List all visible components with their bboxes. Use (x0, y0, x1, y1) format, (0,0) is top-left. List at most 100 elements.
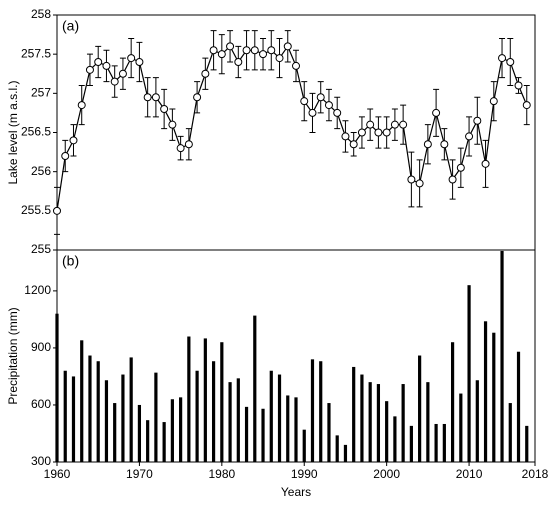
bar (277, 374, 282, 462)
bar (236, 378, 240, 462)
bar (385, 401, 389, 462)
bar (409, 425, 413, 462)
x-tick-label: 1970 (126, 467, 153, 481)
bar (500, 250, 504, 462)
data-point (432, 108, 441, 117)
data-point (316, 93, 325, 102)
y-axis-label: Lake level (m a.s.l.) (6, 80, 20, 184)
data-point (209, 46, 218, 55)
bar (483, 321, 488, 462)
bar (393, 416, 397, 462)
bar (302, 429, 306, 462)
bar (162, 422, 166, 462)
y-tick-label: 255.5 (21, 203, 51, 217)
data-point (267, 46, 276, 55)
data-point (118, 69, 127, 78)
data-point (448, 175, 457, 184)
data-point (151, 93, 160, 102)
data-point (242, 46, 251, 55)
data-point (498, 54, 507, 63)
data-point (308, 108, 317, 117)
y-tick-label: 257 (31, 86, 51, 100)
x-tick-label: 1990 (291, 467, 318, 481)
data-point (226, 42, 235, 51)
data-point (300, 97, 309, 106)
data-point (259, 50, 268, 59)
bar (327, 403, 331, 462)
bar (335, 435, 339, 462)
data-point (481, 159, 490, 168)
data-point (217, 50, 226, 59)
data-point (374, 128, 383, 137)
data-point (94, 58, 103, 66)
bar (426, 382, 430, 462)
y-tick-label: 257.5 (21, 46, 51, 60)
data-point (143, 93, 152, 102)
data-point (61, 152, 70, 160)
data-point (390, 120, 399, 129)
bar (146, 420, 150, 462)
bar (203, 338, 207, 462)
data-line (56, 45, 528, 211)
bar (228, 382, 232, 462)
data-point (234, 58, 243, 66)
data-point (110, 77, 119, 86)
data-point (341, 132, 350, 141)
data-point (399, 120, 408, 129)
data-point (275, 54, 284, 63)
data-point (333, 108, 342, 117)
data-point (382, 128, 391, 137)
bar (442, 423, 446, 462)
y-tick-label: 900 (31, 340, 51, 354)
data-point (77, 101, 86, 110)
data-point (85, 65, 94, 74)
bar (129, 357, 133, 462)
x-tick-label: 1960 (44, 467, 71, 481)
data-point (473, 116, 482, 125)
data-point (69, 136, 78, 145)
data-point (168, 120, 177, 129)
data-point (193, 93, 202, 102)
bar (137, 404, 142, 462)
bar (401, 384, 405, 462)
data-point (415, 179, 424, 188)
y-tick-label: 1200 (24, 283, 51, 297)
bar (368, 382, 372, 462)
bar (179, 397, 183, 462)
bar (492, 332, 496, 462)
bar (220, 342, 224, 462)
bar (71, 376, 76, 462)
data-point (357, 128, 366, 137)
y-tick-label: 255 (31, 242, 51, 256)
y-tick-label: 258 (31, 7, 51, 21)
x-tick-label: 2010 (456, 467, 483, 481)
data-point (506, 58, 515, 66)
data-point (201, 69, 210, 78)
data-point (127, 54, 136, 63)
bar (319, 361, 323, 462)
data-point (184, 140, 193, 149)
bar (113, 403, 117, 462)
data-point (456, 163, 465, 172)
bar (450, 342, 455, 462)
bar (187, 336, 191, 462)
data-point (440, 140, 449, 149)
data-point (53, 206, 61, 215)
bar (459, 393, 463, 462)
bar (80, 340, 84, 462)
bar (170, 399, 174, 462)
data-point (250, 46, 259, 55)
x-tick-label: 2000 (373, 467, 400, 481)
bar (376, 384, 381, 462)
bar (269, 370, 273, 462)
bar (360, 374, 364, 462)
bar (211, 361, 216, 462)
bar (63, 370, 67, 462)
data-point (176, 144, 185, 153)
bar (434, 423, 438, 462)
data-point (407, 175, 416, 184)
bar (418, 355, 422, 462)
bar (121, 374, 125, 462)
bar (516, 351, 521, 462)
